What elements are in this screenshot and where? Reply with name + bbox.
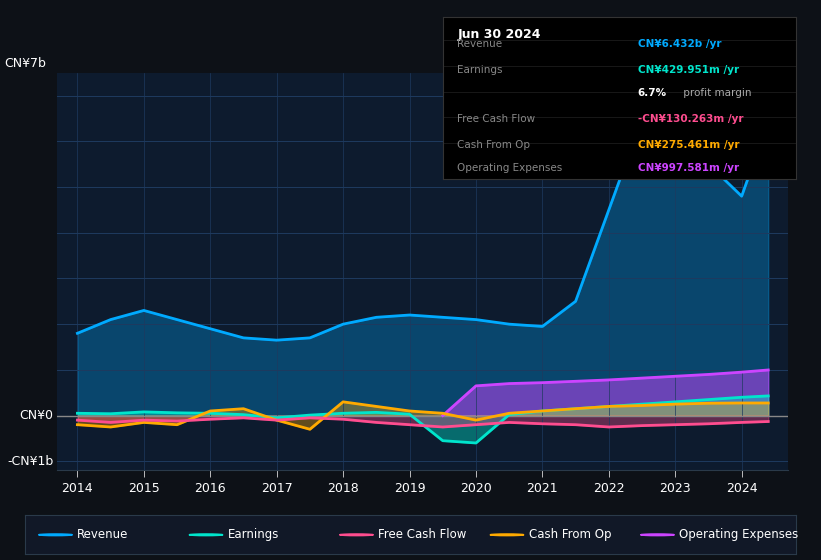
Text: 6.7%: 6.7% xyxy=(638,88,667,98)
Text: Revenue: Revenue xyxy=(77,528,128,542)
Text: CN¥429.951m /yr: CN¥429.951m /yr xyxy=(638,66,739,75)
Text: Earnings: Earnings xyxy=(457,66,503,75)
Circle shape xyxy=(340,534,374,536)
Text: -CN¥1b: -CN¥1b xyxy=(7,455,53,468)
Text: Cash From Op: Cash From Op xyxy=(529,528,611,542)
Text: Operating Expenses: Operating Expenses xyxy=(457,163,562,172)
Text: Free Cash Flow: Free Cash Flow xyxy=(457,114,535,124)
Text: Earnings: Earnings xyxy=(227,528,279,542)
Text: CN¥0: CN¥0 xyxy=(20,409,53,422)
Circle shape xyxy=(39,534,72,536)
Text: -CN¥130.263m /yr: -CN¥130.263m /yr xyxy=(638,114,743,124)
Text: Jun 30 2024: Jun 30 2024 xyxy=(457,28,541,41)
Text: profit margin: profit margin xyxy=(680,88,751,98)
Text: CN¥997.581m /yr: CN¥997.581m /yr xyxy=(638,163,739,172)
Text: CN¥6.432b /yr: CN¥6.432b /yr xyxy=(638,39,721,49)
Text: CN¥275.461m /yr: CN¥275.461m /yr xyxy=(638,140,739,150)
Text: CN¥7b: CN¥7b xyxy=(4,57,46,70)
Circle shape xyxy=(189,534,223,536)
Text: Operating Expenses: Operating Expenses xyxy=(679,528,798,542)
Text: Free Cash Flow: Free Cash Flow xyxy=(378,528,466,542)
Text: Cash From Op: Cash From Op xyxy=(457,140,530,150)
Text: Revenue: Revenue xyxy=(457,39,502,49)
Circle shape xyxy=(490,534,524,536)
Circle shape xyxy=(640,534,674,536)
